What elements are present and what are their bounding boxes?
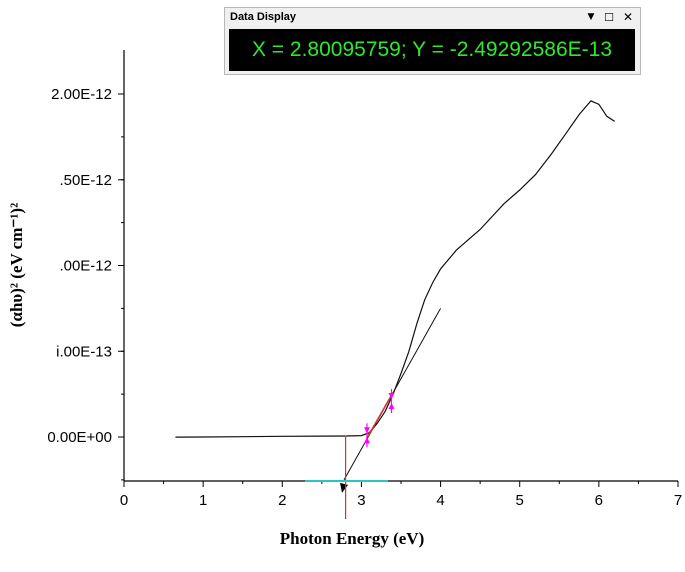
axes <box>123 50 678 482</box>
x-tick-label: 2 <box>278 492 286 509</box>
y-tick-label: .00E-12 <box>59 258 112 275</box>
x-tick-label: 5 <box>516 492 524 509</box>
annotations <box>305 308 442 519</box>
x-tick-label: 6 <box>595 492 603 509</box>
data-display-titlebar[interactable]: Data Display ▼ ☐ ✕ <box>225 8 640 28</box>
x-axis-title: Photon Energy (eV) <box>280 529 424 548</box>
x-tick-label: 0 <box>120 492 128 509</box>
y-tick-label: i.00E-13 <box>56 343 112 360</box>
marker-arrow-icon <box>388 392 395 399</box>
marker-arrow-icon <box>388 402 395 409</box>
restore-window-icon[interactable]: ☐ <box>604 11 614 24</box>
y-tick-label: 0.00E+00 <box>47 429 112 446</box>
marker-arrow-icon <box>363 437 370 444</box>
data-display-title: Data Display <box>230 11 297 23</box>
y-axis-title: (αhυ)² (eV cm⁻¹)² <box>7 203 26 327</box>
y-tick-label: 2.00E-12 <box>51 86 112 103</box>
coordinate-readout: X = 2.80095759; Y = -2.49292586E-13 <box>229 29 635 71</box>
y-tick-label: .50E-12 <box>59 172 112 189</box>
x-tick-label: 1 <box>199 492 207 509</box>
data-display-window[interactable]: Data Display ▼ ☐ ✕ X = 2.80095759; Y = -… <box>224 7 641 75</box>
x-tick-label: 3 <box>357 492 365 509</box>
x-tick-label: 4 <box>436 492 444 509</box>
ticks: 0 1 2 3 4 5 6 7 0.00E+00 i.00E-13 .00E-12 .50E-12 2.… <box>47 86 682 509</box>
x-tick-label: 7 <box>674 492 682 509</box>
marker-arrow-icon <box>363 427 370 434</box>
dropdown-arrow-icon[interactable]: ▼ <box>587 12 595 22</box>
close-icon[interactable]: ✕ <box>622 10 634 24</box>
series <box>175 100 616 438</box>
absorption-curve <box>175 100 616 438</box>
arrow-head-icon <box>340 482 349 493</box>
fit-region-segment <box>367 392 394 438</box>
